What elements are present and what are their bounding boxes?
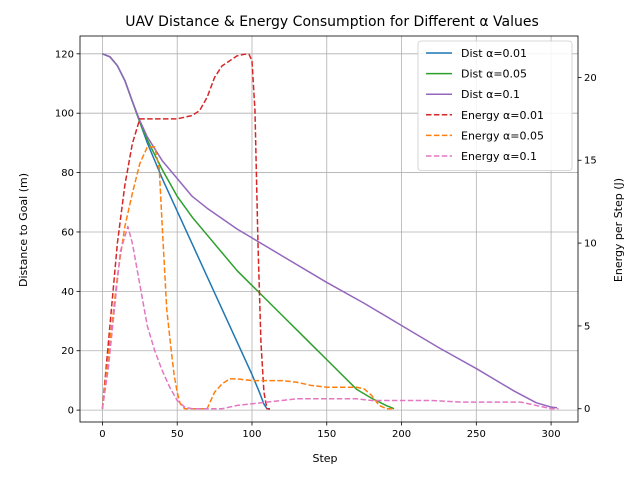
y2-tick-label-3: 15 xyxy=(584,156,597,167)
x-tick-label-5: 250 xyxy=(467,429,486,440)
series-line-2 xyxy=(102,53,558,409)
y-axis-left: 0 20 40 60 80 100 120 xyxy=(55,49,80,417)
y-tick-label-3: 60 xyxy=(61,227,74,238)
legend-label-1: Dist α=0.05 xyxy=(461,68,527,81)
x-tick-label-3: 150 xyxy=(317,429,336,440)
plot-frame xyxy=(79,35,579,423)
y-axis-right: 0 5 10 15 20 xyxy=(578,73,597,415)
x-tick-label-1: 50 xyxy=(171,429,184,440)
grid xyxy=(80,36,578,422)
legend-label-2: Dist α=0.1 xyxy=(461,88,520,101)
plot-lines xyxy=(101,53,559,410)
x-tick-label-0: 0 xyxy=(99,429,105,440)
y2-tick-label-4: 20 xyxy=(584,73,597,84)
legend-box xyxy=(417,40,573,172)
y-tick-label-2: 40 xyxy=(61,287,74,298)
legend-label-5: Energy α=0.1 xyxy=(461,150,537,163)
series-line-5 xyxy=(101,225,559,410)
y-tick-label-4: 80 xyxy=(61,168,74,179)
y-tick-label-6: 120 xyxy=(55,49,74,60)
legend-label-4: Energy α=0.05 xyxy=(461,129,544,142)
series-line-3 xyxy=(101,53,270,410)
chart-title: UAV Distance & Energy Consumption for Di… xyxy=(125,14,539,30)
y2-tick-label-0: 0 xyxy=(584,404,590,415)
y-tick-label-1: 20 xyxy=(61,346,74,357)
y2-tick-label-2: 10 xyxy=(584,239,597,250)
x-tick-label-2: 100 xyxy=(242,429,261,440)
x-tick-label-4: 200 xyxy=(392,429,411,440)
y-tick-label-0: 0 xyxy=(68,406,74,417)
y2-tick-label-1: 5 xyxy=(584,321,590,332)
y2-axis-label: Energy per Step (J) xyxy=(612,178,625,282)
x-tick-label-6: 300 xyxy=(542,429,561,440)
y-axis-label: Distance to Goal (m) xyxy=(17,173,30,287)
legend: Dist α=0.01 Dist α=0.05 Dist α=0.1 Energy α… xyxy=(417,40,573,172)
y-tick-label-5: 100 xyxy=(55,109,74,120)
legend-label-0: Dist α=0.01 xyxy=(461,47,527,60)
legend-label-3: Energy α=0.01 xyxy=(461,109,544,122)
x-axis-label: Step xyxy=(312,452,337,465)
x-axis: 0 50 100 150 200 250 300 xyxy=(99,422,561,440)
